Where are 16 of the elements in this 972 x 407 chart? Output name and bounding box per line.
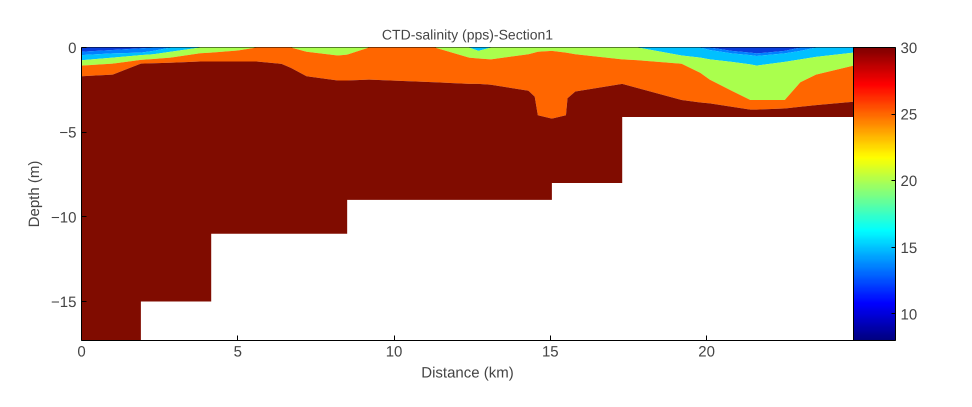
- x-tick-label: 10: [386, 344, 402, 360]
- chart-title: CTD-salinity (pps)-Section1: [382, 26, 554, 42]
- x-axis-title: Distance (km): [421, 364, 514, 382]
- color-bar-label: 15: [900, 240, 918, 257]
- y-tick-label: 0: [68, 40, 76, 57]
- y-axis-title: Depth (m): [26, 160, 44, 228]
- color-bar-label: 25: [900, 106, 918, 124]
- y-tick-label: −5: [59, 124, 77, 142]
- x-tick-label: 15: [542, 344, 559, 360]
- x-tick-label: 20: [698, 344, 715, 360]
- color-bar-label: 30: [900, 40, 918, 57]
- color-bar-label: 20: [900, 173, 918, 190]
- color-bar-label: 10: [900, 306, 918, 324]
- y-tick-label: −15: [51, 294, 77, 312]
- x-tick-label: 5: [234, 344, 242, 360]
- y-tick-label: −10: [51, 209, 77, 226]
